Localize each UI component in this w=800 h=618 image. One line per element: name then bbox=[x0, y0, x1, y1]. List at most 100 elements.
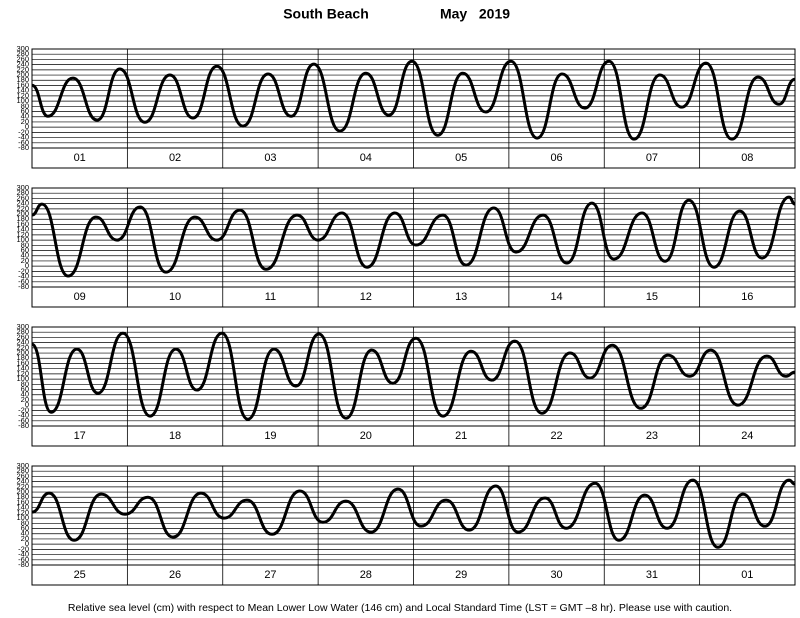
y-tick-label: 200 bbox=[16, 209, 29, 218]
panel-frame bbox=[31, 187, 796, 308]
y-tick-label: 100 bbox=[16, 374, 29, 383]
y-tick-label: -80 bbox=[18, 143, 29, 152]
y-tick-label: 280 bbox=[16, 49, 29, 58]
day-label: 04 bbox=[360, 152, 372, 164]
y-tick-label: -60 bbox=[18, 555, 29, 564]
day-label: 11 bbox=[265, 291, 276, 303]
y-tick-label: 180 bbox=[16, 214, 29, 223]
day-label: 18 bbox=[169, 430, 181, 442]
y-tick-label: 200 bbox=[16, 348, 29, 357]
y-tick-label: 300 bbox=[16, 461, 29, 470]
day-label: 24 bbox=[741, 430, 753, 442]
panel-frame bbox=[31, 465, 796, 586]
y-tick-label: 60 bbox=[21, 246, 29, 255]
day-label: 07 bbox=[646, 152, 658, 164]
day-label: 02 bbox=[169, 152, 181, 164]
y-tick-label: -60 bbox=[18, 138, 29, 147]
day-label: 31 bbox=[646, 569, 658, 581]
footnote: Relative sea level (cm) with respect to … bbox=[68, 602, 732, 614]
y-tick-label: -20 bbox=[18, 266, 29, 275]
y-tick-label: 60 bbox=[21, 107, 29, 116]
y-tick-label: 120 bbox=[16, 369, 29, 378]
y-tick-label: 180 bbox=[16, 75, 29, 84]
tide-line bbox=[31, 59, 796, 141]
y-tick-label: 260 bbox=[16, 54, 29, 63]
y-tick-label: 180 bbox=[16, 492, 29, 501]
y-tick-label: 200 bbox=[16, 487, 29, 496]
day-label: 28 bbox=[360, 569, 372, 581]
y-tick-label: -80 bbox=[18, 421, 29, 430]
y-tick-label: 80 bbox=[21, 379, 29, 388]
y-tick-label: 40 bbox=[21, 251, 29, 260]
y-tick-label: 300 bbox=[16, 44, 29, 53]
y-tick-label: 120 bbox=[16, 230, 29, 239]
y-tick-label: 120 bbox=[16, 91, 29, 100]
panel-frame bbox=[31, 48, 796, 169]
day-label: 08 bbox=[741, 152, 753, 164]
y-tick-label: -20 bbox=[18, 544, 29, 553]
y-tick-label: 140 bbox=[16, 364, 29, 373]
day-label: 19 bbox=[264, 430, 276, 442]
day-label: 06 bbox=[550, 152, 562, 164]
y-tick-label: -40 bbox=[18, 550, 29, 559]
y-tick-label: 0 bbox=[25, 261, 29, 270]
y-tick-label: -20 bbox=[18, 127, 29, 136]
y-tick-label: 260 bbox=[16, 471, 29, 480]
y-tick-label: 100 bbox=[16, 235, 29, 244]
tide-line bbox=[31, 331, 796, 421]
tide-line bbox=[31, 195, 796, 278]
panel-frame bbox=[31, 326, 796, 447]
day-label: 29 bbox=[455, 569, 467, 581]
y-tick-label: 240 bbox=[16, 199, 29, 208]
day-label: 16 bbox=[741, 291, 753, 303]
y-tick-label: 80 bbox=[21, 240, 29, 249]
y-tick-label: -40 bbox=[18, 272, 29, 281]
y-tick-label: 140 bbox=[16, 503, 29, 512]
y-tick-label: 20 bbox=[21, 534, 29, 543]
day-label: 03 bbox=[264, 152, 276, 164]
y-tick-label: 280 bbox=[16, 466, 29, 475]
y-tick-label: 100 bbox=[16, 513, 29, 522]
y-tick-label: 220 bbox=[16, 65, 29, 74]
y-tick-label: 240 bbox=[16, 60, 29, 69]
day-label: 17 bbox=[74, 430, 86, 442]
y-tick-label: -40 bbox=[18, 411, 29, 420]
y-tick-label: 20 bbox=[21, 117, 29, 126]
y-tick-label: 180 bbox=[16, 353, 29, 362]
day-label: 30 bbox=[550, 569, 562, 581]
tide-line bbox=[31, 478, 796, 549]
y-tick-label: 280 bbox=[16, 188, 29, 197]
y-tick-label: 300 bbox=[16, 322, 29, 331]
day-label: 21 bbox=[455, 430, 467, 442]
y-tick-label: 60 bbox=[21, 385, 29, 394]
day-label: 26 bbox=[169, 569, 181, 581]
day-label: 27 bbox=[264, 569, 276, 581]
y-tick-label: 240 bbox=[16, 477, 29, 486]
y-tick-label: 160 bbox=[16, 80, 29, 89]
y-tick-label: 220 bbox=[16, 343, 29, 352]
day-label: 14 bbox=[550, 291, 562, 303]
y-tick-label: 160 bbox=[16, 358, 29, 367]
y-tick-label: -60 bbox=[18, 277, 29, 286]
y-tick-label: 60 bbox=[21, 524, 29, 533]
y-tick-label: 0 bbox=[25, 400, 29, 409]
day-label: 05 bbox=[455, 152, 467, 164]
y-tick-label: 80 bbox=[21, 101, 29, 110]
y-tick-label: 80 bbox=[21, 518, 29, 527]
y-tick-label: -60 bbox=[18, 416, 29, 425]
period-title: May 2019 bbox=[440, 6, 510, 22]
y-tick-label: -80 bbox=[18, 560, 29, 569]
y-tick-label: -40 bbox=[18, 133, 29, 142]
y-tick-label: 280 bbox=[16, 327, 29, 336]
y-tick-label: 100 bbox=[16, 96, 29, 105]
day-label: 15 bbox=[646, 291, 658, 303]
y-tick-label: 40 bbox=[21, 112, 29, 121]
station-title: South Beach bbox=[283, 6, 369, 22]
day-label: 23 bbox=[646, 430, 658, 442]
day-label: 10 bbox=[169, 291, 181, 303]
y-tick-label: 200 bbox=[16, 70, 29, 79]
day-label: 25 bbox=[74, 569, 86, 581]
day-label: 01 bbox=[74, 152, 86, 164]
day-label: 01 bbox=[741, 569, 753, 581]
y-tick-label: 40 bbox=[21, 529, 29, 538]
